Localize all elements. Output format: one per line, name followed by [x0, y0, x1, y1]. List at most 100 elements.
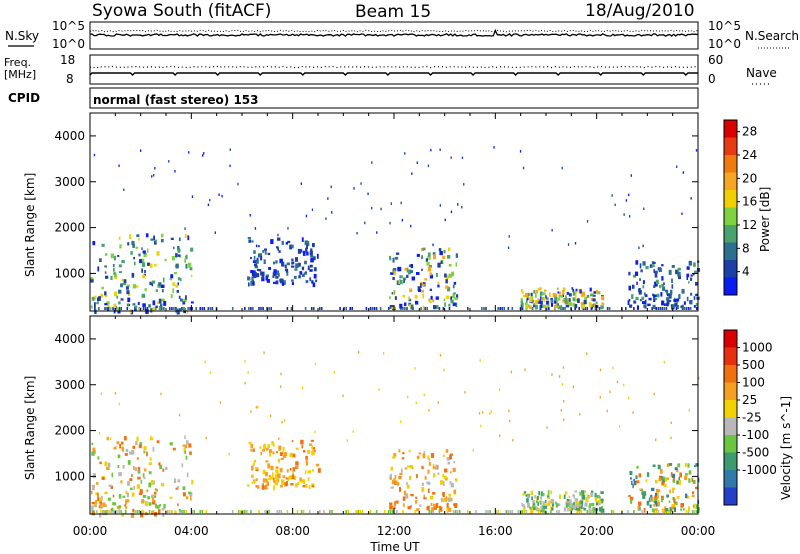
heatmap-cell — [444, 218, 446, 222]
heatmap-cell — [307, 470, 311, 474]
heatmap-cell — [402, 496, 406, 501]
heatmap-cell — [398, 449, 401, 453]
heatmap-cell — [178, 508, 181, 512]
heatmap-cell — [696, 307, 698, 310]
heatmap-cell — [293, 275, 297, 279]
heatmap-cell — [437, 262, 441, 268]
heatmap-cell — [657, 510, 660, 513]
heatmap-cell — [286, 307, 289, 310]
heatmap-cell — [147, 262, 151, 266]
heatmap-cell — [525, 494, 529, 497]
heatmap-cell — [665, 307, 668, 310]
heatmap-cell — [503, 307, 505, 310]
heatmap-cell — [654, 498, 657, 502]
heatmap-cell — [375, 307, 378, 310]
heatmap-cell — [611, 194, 613, 197]
heatmap-cell — [129, 234, 131, 239]
heatmap-cell — [248, 282, 250, 287]
heatmap-cell — [147, 496, 150, 500]
heatmap-cell — [628, 396, 630, 400]
heatmap-cell — [305, 458, 308, 464]
heatmap-cell — [99, 461, 102, 465]
y-tick-label: 4000 — [54, 332, 85, 346]
heatmap-cell — [526, 498, 529, 503]
heatmap-cell — [116, 510, 118, 513]
heatmap-cell — [153, 491, 157, 495]
heatmap-cell — [291, 440, 294, 443]
power-bar-label: 16 — [742, 195, 757, 209]
heatmap-cell — [544, 289, 547, 292]
heatmap-cell — [307, 267, 310, 271]
heatmap-cell — [178, 295, 181, 299]
heatmap-cell — [113, 303, 117, 309]
heatmap-cell — [638, 246, 640, 249]
heatmap-cell — [554, 501, 557, 505]
heatmap-cell — [575, 501, 579, 506]
nave-trace — [89, 65, 699, 69]
heatmap-cell — [660, 292, 663, 297]
heatmap-cell — [98, 307, 100, 310]
heatmap-cell — [259, 253, 262, 257]
heatmap-cell — [250, 307, 252, 310]
heatmap-cell — [122, 282, 127, 286]
heatmap-cell — [299, 477, 302, 481]
heatmap-cell — [394, 296, 397, 300]
heatmap-cell — [550, 299, 553, 303]
heatmap-cell — [537, 298, 540, 302]
heatmap-cell — [554, 296, 558, 302]
nave-label: Nave — [746, 66, 777, 80]
heatmap-cell — [668, 500, 671, 503]
heatmap-cell — [102, 510, 105, 516]
heatmap-cell — [118, 472, 122, 477]
heatmap-cell — [312, 307, 315, 310]
heatmap-cell — [427, 488, 430, 493]
heatmap-cell — [410, 224, 412, 228]
heatmap-cell — [165, 466, 168, 470]
heatmap-cell — [185, 295, 187, 300]
heatmap-cell — [540, 300, 543, 305]
heatmap-cell — [312, 282, 316, 288]
heatmap-cell — [130, 487, 133, 491]
heatmap-cell — [144, 468, 147, 472]
heatmap-cell — [429, 272, 432, 276]
heatmap-cell — [172, 282, 176, 287]
heatmap-cell — [429, 274, 433, 279]
heatmap-cell — [297, 482, 300, 485]
heatmap-cell — [669, 293, 672, 298]
heatmap-cell — [599, 368, 602, 372]
heatmap-cell — [574, 490, 578, 493]
heatmap-cell — [572, 505, 576, 510]
heatmap-cell — [389, 296, 391, 299]
heatmap-cell — [444, 468, 448, 473]
heatmap-cell — [193, 510, 195, 513]
heatmap-cell — [568, 495, 570, 498]
heatmap-cell — [144, 307, 147, 310]
heatmap-cell — [481, 307, 483, 310]
y-tick-label: 1000 — [54, 469, 85, 483]
heatmap-cell — [449, 453, 453, 456]
heatmap-cell — [125, 506, 128, 509]
heatmap-cell — [680, 503, 684, 508]
heatmap-cell — [577, 508, 581, 511]
heatmap-cell — [247, 237, 251, 239]
heatmap-cell — [171, 307, 173, 310]
heatmap-cell — [654, 508, 658, 511]
heatmap-cell — [663, 484, 667, 488]
heatmap-cell — [156, 251, 160, 256]
heatmap-cell — [389, 510, 392, 513]
heatmap-cell — [104, 461, 108, 467]
heatmap-cell — [292, 467, 295, 472]
heatmap-cell — [695, 282, 699, 286]
heatmap-cell — [648, 297, 652, 301]
heatmap-cell — [156, 301, 159, 304]
heatmap-cell — [252, 307, 254, 310]
heatmap-cell — [645, 266, 649, 270]
heatmap-cell — [371, 206, 373, 210]
heatmap-cell — [262, 307, 264, 310]
heatmap-cell — [442, 255, 446, 259]
heatmap-cell — [229, 148, 231, 151]
nsky-trace — [89, 28, 699, 37]
heatmap-cell — [295, 447, 299, 450]
heatmap-cell — [282, 455, 286, 458]
heatmap-cell — [390, 473, 392, 479]
